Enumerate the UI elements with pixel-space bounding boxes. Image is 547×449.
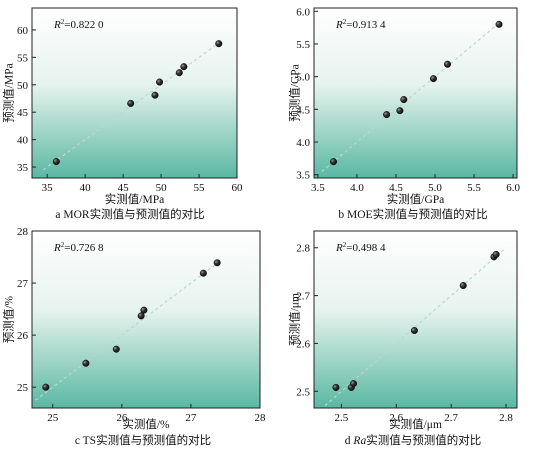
panel-4: 2.5 2.6 2.7 2.8 2.5 2.6 2.7 2.8 R2=0.498 4 实测值/μm… [289,230,518,447]
x-tick-label: 4.5 [389,182,403,194]
x-tick-label: 4.0 [350,182,364,194]
data-point [137,312,145,320]
data-point [180,63,188,71]
data-point [175,69,183,77]
x-axis-title: 实测值/MPa [105,192,164,206]
y-tick-label: 6.0 [296,6,310,18]
y-tick-label: 25 [17,382,29,394]
y-tick-label: 4.5 [296,104,310,116]
y-tick-label: 5.5 [296,39,310,51]
data-point [151,91,159,99]
y-tick-label: 2.6 [296,338,310,350]
y-tick-label: 4.0 [296,137,310,149]
y-tick-label: 28 [17,226,29,238]
data-point [156,78,164,86]
x-tick-label: 5.0 [428,182,442,194]
panel-caption: b MOE实测值与预测值的对比 [338,207,487,221]
x-tick-label: 45 [118,182,130,194]
data-point [495,20,503,28]
panel-caption: c TS实测值与预测值的对比 [75,433,211,447]
y-axis-title: 预测值/GPa [289,64,302,122]
y-tick-label: 2.5 [296,386,310,398]
y-tick-label: 5.0 [296,72,310,84]
x-tick-label: 2.8 [499,412,513,424]
r2-annotation: R2=0.498 4 [335,241,386,254]
x-tick-label: 60 [232,182,244,194]
x-tick-label: 50 [156,182,168,194]
y-tick-label: 40 [17,135,29,147]
data-point [215,40,223,48]
panel-caption: a MOR实测值与预测值的对比 [55,207,204,221]
data-point [213,259,221,267]
y-tick-label: 60 [17,25,29,37]
y-tick-label: 35 [17,162,29,174]
x-tick-label: 40 [80,182,92,194]
data-point [330,158,338,166]
data-point [42,383,50,391]
data-point [444,60,452,68]
data-point [332,383,340,391]
y-tick-label: 2.8 [296,243,310,255]
y-tick-label: 45 [17,107,29,119]
data-point [112,345,120,353]
fit-line [321,23,498,172]
x-tick-label: 25 [47,412,59,424]
y-tick-label: 2.7 [296,291,310,303]
data-point [492,250,500,258]
x-axis-title: 实测值/μm [389,417,442,431]
y-tick-label: 3.5 [296,170,310,182]
x-tick-label: 27 [185,412,197,424]
plot-area [31,7,238,179]
x-tick-label: 28 [255,412,267,424]
panel-1: 35 40 45 50 55 60 35 40 45 50 55 60 R2=0.822 0 实测值/MP… [3,7,244,221]
r2-annotation: R2=0.822 0 [53,18,104,31]
r2-annotation: R2=0.913 4 [335,18,386,31]
x-tick-label: 5.5 [467,182,481,194]
x-tick-label: 2.5 [335,412,349,424]
x-axis-title: 实测值/GPa [387,192,445,206]
y-axis-title: 预测值/% [3,295,16,343]
panel-2: 3.5 4.0 4.5 5.0 5.5 6.0 3.5 4.0 4.5 5.0 5.5 6.0 R2=0… [289,6,521,221]
data-point [350,380,358,388]
x-tick-label: 2.6 [389,412,403,424]
data-point [383,111,391,119]
x-tick-label: 2.7 [444,412,458,424]
y-axis-title: 预测值/μm [289,293,302,346]
plot-area [313,230,518,409]
x-tick-label: 26 [116,412,128,424]
data-point [140,306,148,314]
y-tick-label: 26 [17,330,29,342]
data-point [429,75,437,83]
y-axis-title: 预测值/MPa [3,63,16,122]
y-tick-label: 50 [17,80,29,92]
plot-area [31,230,261,409]
y-tick-label: 55 [17,52,29,64]
x-tick-label: 55 [194,182,206,194]
data-point [459,282,467,290]
data-point [52,158,60,166]
fit-line [324,247,507,407]
fit-line [35,261,219,401]
x-tick-label: 3.5 [311,182,325,194]
x-tick-label: 6.0 [506,182,520,194]
data-point [410,327,418,335]
panel-3: 25 26 27 28 25 26 27 28 R2=0.726 8 实测值/% 预测值/% c TS… [3,226,266,447]
x-axis-title: 实测值/% [122,417,170,431]
y-tick-label: 27 [17,278,29,290]
data-point [82,359,90,367]
data-point [127,99,135,107]
x-tick-label: 35 [42,182,54,194]
data-point [199,269,207,277]
data-point [396,107,404,115]
r2-annotation: R2=0.726 8 [53,241,104,254]
panel-caption: d Ra实测值与预测值的对比 [345,433,481,447]
data-point [400,96,408,104]
